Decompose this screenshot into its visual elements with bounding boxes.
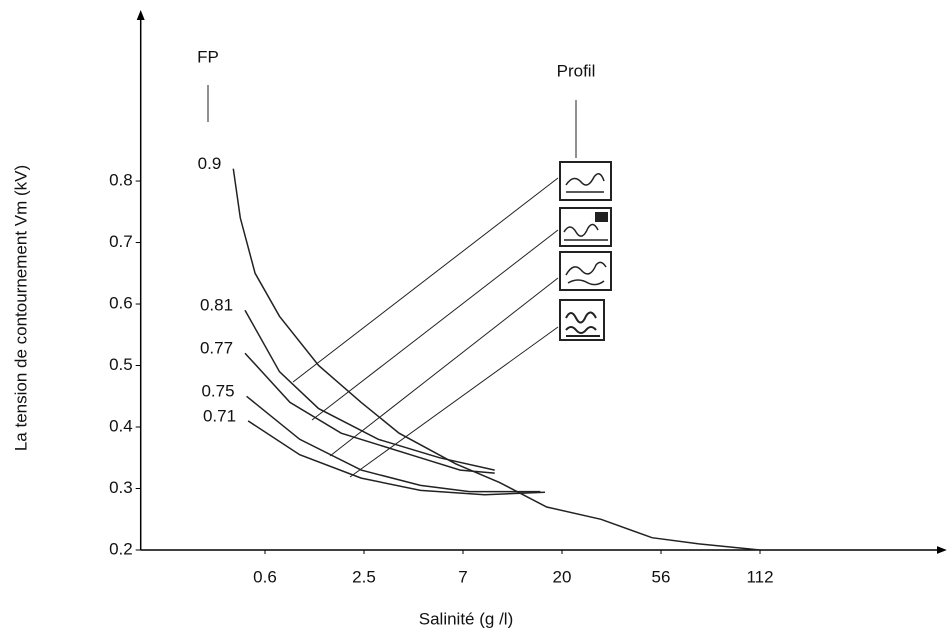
profile-icons xyxy=(560,162,611,340)
chart: La tension de contournement Vm (kV) Sali… xyxy=(0,0,949,639)
x-axis-label: Salinité (g /l) xyxy=(419,609,513,628)
y-tick-label: 0.6 xyxy=(109,294,133,313)
x-tick-label: 2.5 xyxy=(352,567,376,586)
profile-icon xyxy=(560,252,611,290)
y-tick-label: 0.5 xyxy=(109,355,133,374)
x-tick-label: 7 xyxy=(458,567,467,586)
y-tick-label: 0.8 xyxy=(109,171,133,190)
profile-icon xyxy=(560,208,611,246)
series-label: 0.9 xyxy=(198,154,222,173)
y-tick-label: 0.2 xyxy=(109,539,133,558)
x-tick-label: 20 xyxy=(553,567,572,586)
x-tick-label: 0.6 xyxy=(253,567,277,586)
y-tick-label: 0.3 xyxy=(109,478,133,497)
profile-icon xyxy=(560,162,611,200)
leader-lines xyxy=(293,178,558,477)
series-title: FP xyxy=(197,47,219,66)
y-tick-label: 0.4 xyxy=(109,416,133,435)
icons-title: Profil xyxy=(557,61,596,80)
series-label: 0.77 xyxy=(200,339,233,358)
series-line xyxy=(245,310,495,470)
series-label: 0.71 xyxy=(203,406,236,425)
series-label: 0.75 xyxy=(201,382,234,401)
series-line xyxy=(245,353,495,473)
y-tick-label: 0.7 xyxy=(109,232,133,251)
profile-icon xyxy=(560,300,604,340)
y-axis-label: La tension de contournement Vm (kV) xyxy=(11,165,30,451)
series-label: 0.81 xyxy=(200,296,233,315)
x-tick-label: 112 xyxy=(746,567,773,586)
series-line xyxy=(233,169,760,550)
x-tick-label: 56 xyxy=(652,567,671,586)
